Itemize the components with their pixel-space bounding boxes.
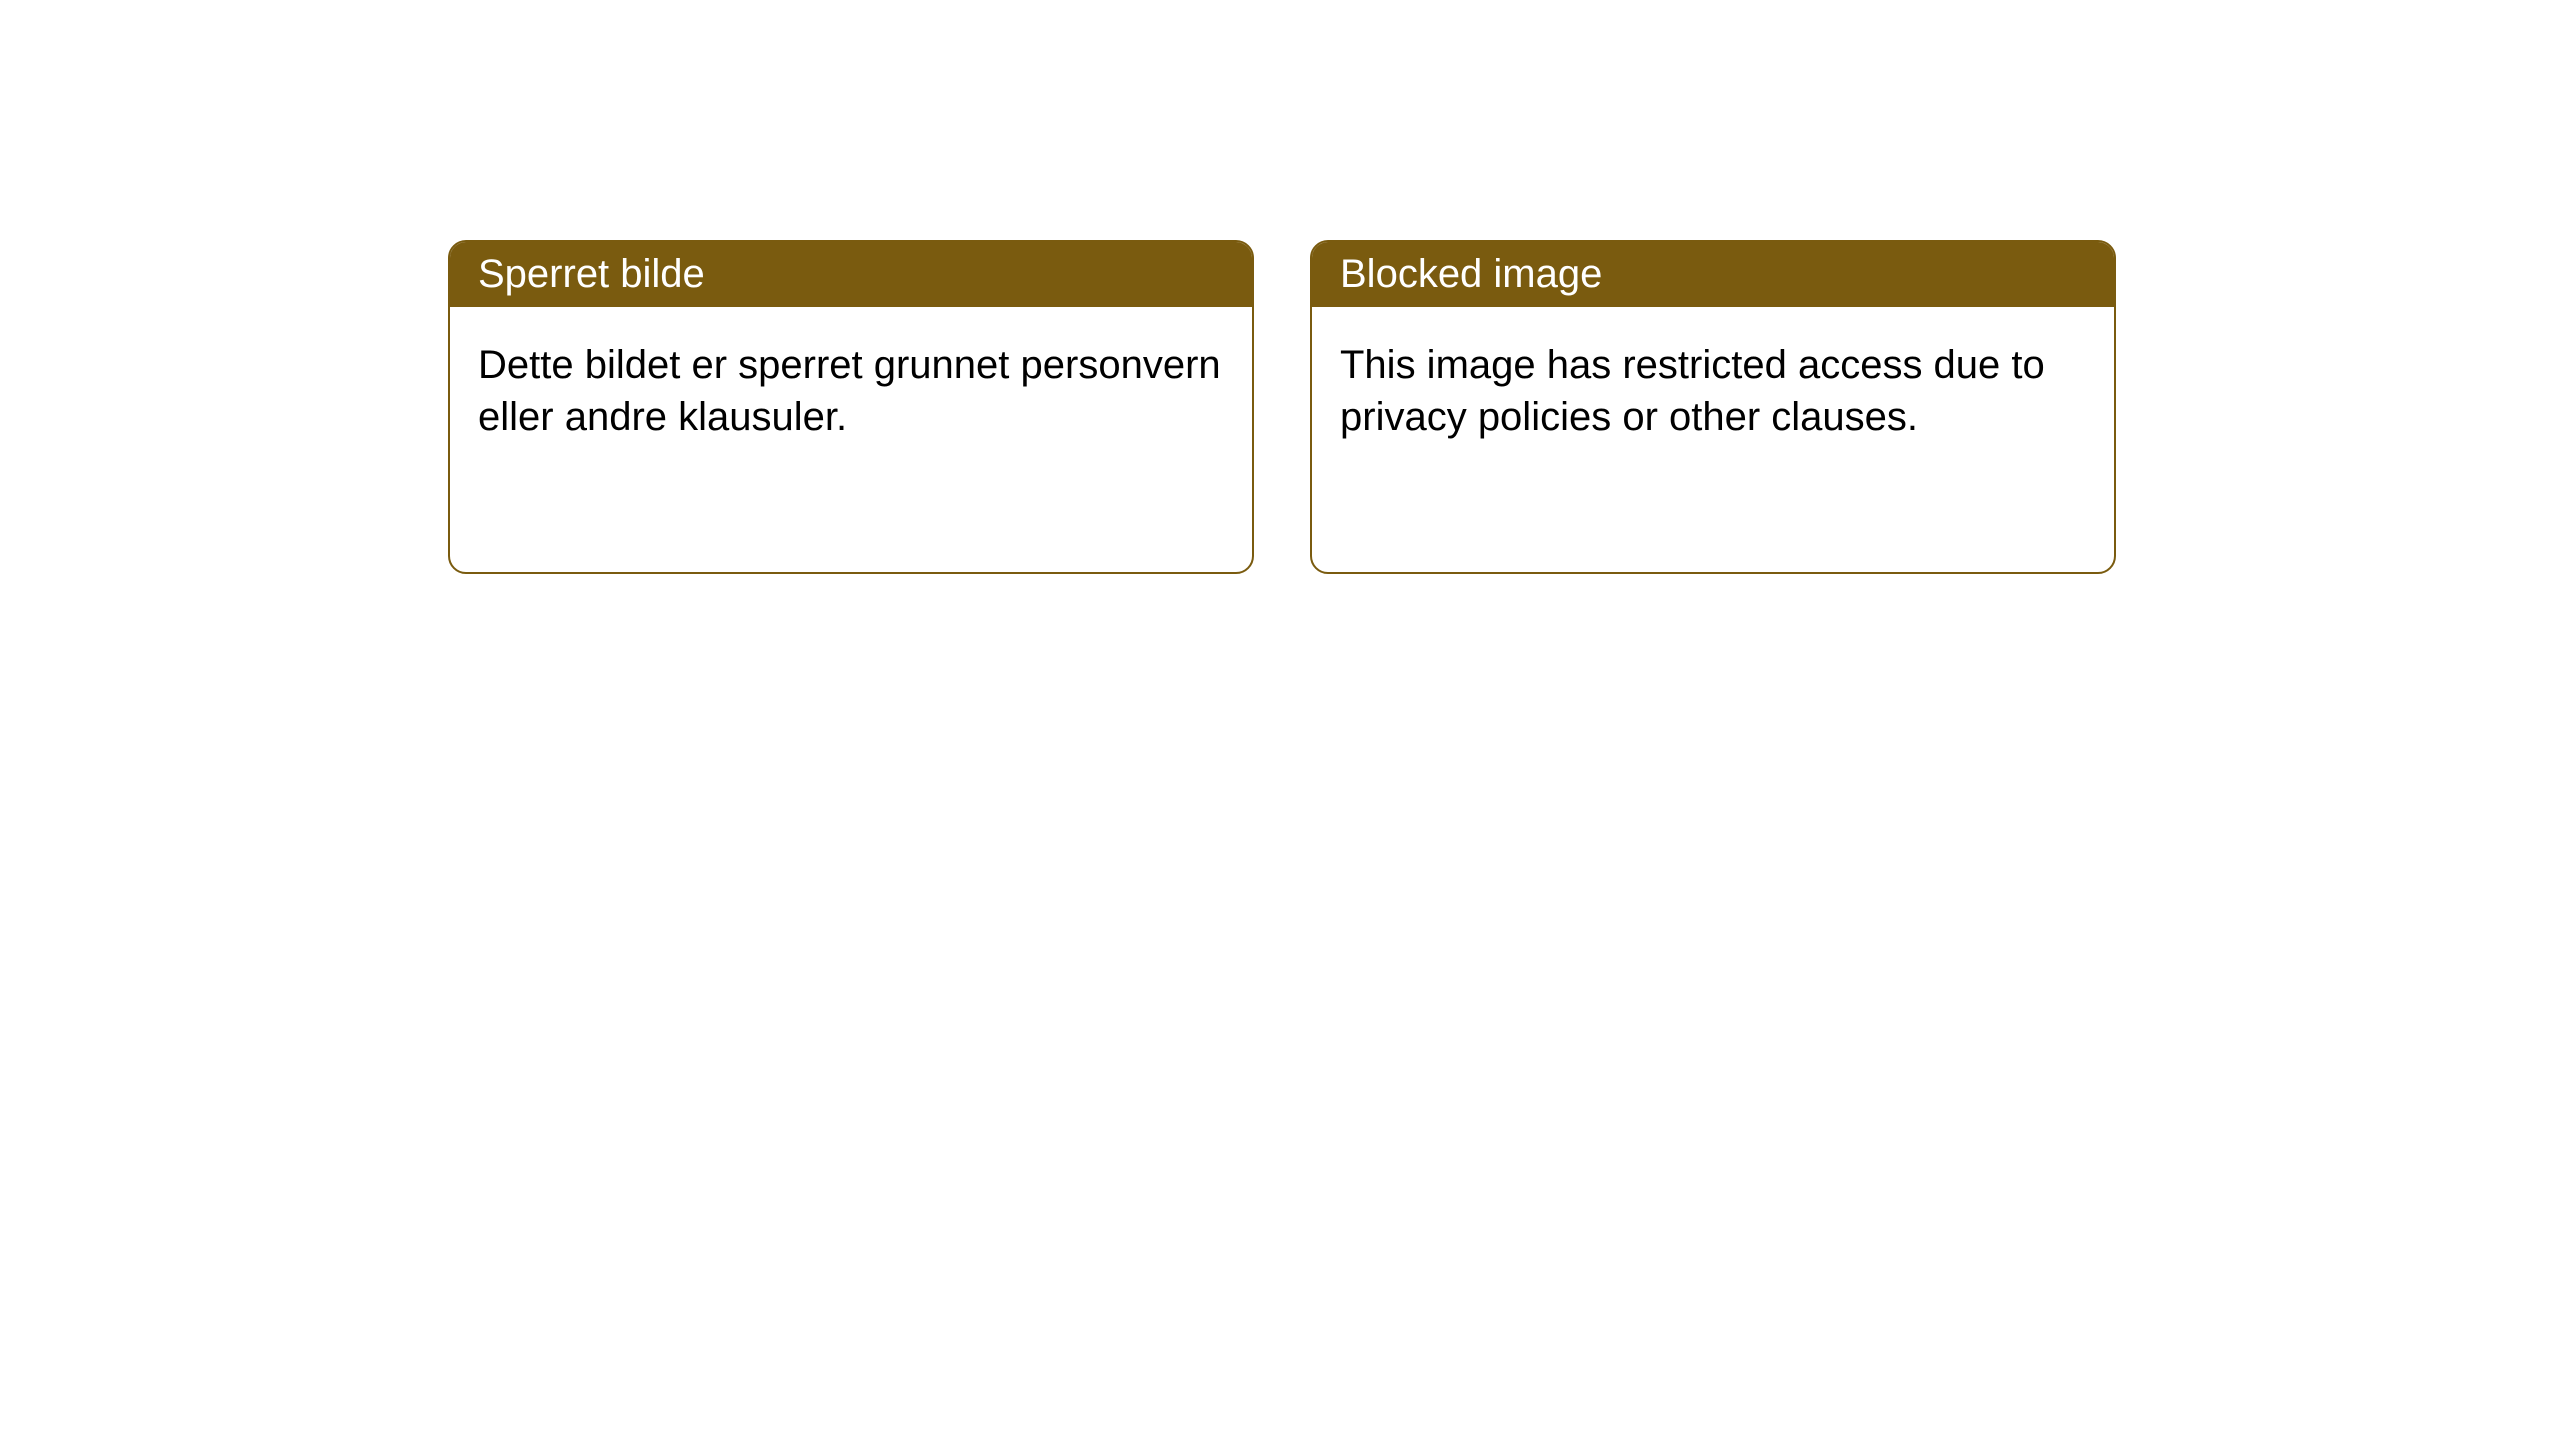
card-header-en: Blocked image — [1312, 242, 2114, 307]
blocked-image-card-no: Sperret bilde Dette bildet er sperret gr… — [448, 240, 1254, 574]
card-title-no: Sperret bilde — [478, 252, 705, 296]
card-title-en: Blocked image — [1340, 252, 1602, 296]
notice-container: Sperret bilde Dette bildet er sperret gr… — [0, 0, 2560, 574]
card-message-no: Dette bildet er sperret grunnet personve… — [478, 343, 1221, 439]
card-message-en: This image has restricted access due to … — [1340, 343, 2045, 439]
card-body-en: This image has restricted access due to … — [1312, 307, 2114, 475]
card-body-no: Dette bildet er sperret grunnet personve… — [450, 307, 1252, 475]
blocked-image-card-en: Blocked image This image has restricted … — [1310, 240, 2116, 574]
card-header-no: Sperret bilde — [450, 242, 1252, 307]
